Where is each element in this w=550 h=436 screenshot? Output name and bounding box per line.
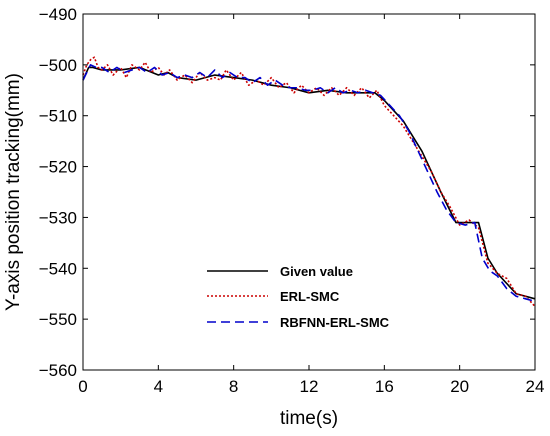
x-tick-label: 12 [300,377,319,396]
y-tick-label: −520 [39,158,77,177]
x-tick-label: 16 [375,377,394,396]
legend-label-given-value: Given value [280,264,353,279]
series-layer [82,56,536,307]
x-axis-label: time(s) [280,408,338,429]
legend-label-erl-smc: ERL-SMC [280,289,340,304]
legend-label-rbfnn-erl-smc: RBFNN-ERL-SMC [280,315,390,330]
y-axis-label: Y-axis position tracking(mm) [3,73,24,311]
x-tick-label: 0 [78,377,87,396]
y-tick-label: −530 [39,208,77,227]
x-tick-label: 8 [229,377,238,396]
y-tick-label: −560 [39,361,77,380]
y-tick-label: −500 [39,56,77,75]
series-line-erl-smc [82,56,536,307]
y-tick-label: −550 [39,310,77,329]
y-tick-label: −540 [39,259,77,278]
x-tick-label: 20 [450,377,469,396]
x-tick-label: 24 [526,377,545,396]
y-tick-label: −510 [39,107,77,126]
y-tick-label: −490 [39,5,77,24]
series-line-rbfnn-erl-smc [82,64,536,303]
x-tick-label: 4 [154,377,163,396]
legend: Given value ERL-SMC RBFNN-ERL-SMC [200,258,436,338]
ticks-layer: 0 4 8 12 16 20 24 −490 −500 −510 −520 −530 −540 −550 −… [39,5,545,396]
